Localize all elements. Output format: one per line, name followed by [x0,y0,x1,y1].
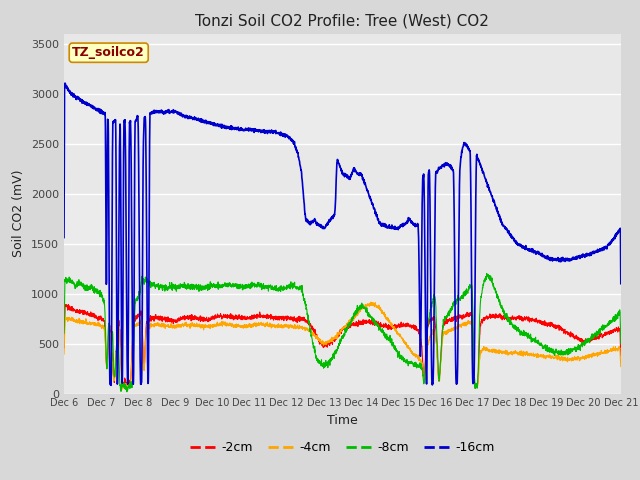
Bar [64,94,621,144]
Title: Tonzi Soil CO2 Profile: Tree (West) CO2: Tonzi Soil CO2 Profile: Tree (West) CO2 [195,13,490,28]
Bar [64,294,621,344]
Y-axis label: Soil CO2 (mV): Soil CO2 (mV) [12,170,26,257]
Text: TZ_soilco2: TZ_soilco2 [72,46,145,59]
X-axis label: Time: Time [327,414,358,427]
Legend: -2cm, -4cm, -8cm, -16cm: -2cm, -4cm, -8cm, -16cm [186,436,499,459]
Bar [64,193,621,243]
